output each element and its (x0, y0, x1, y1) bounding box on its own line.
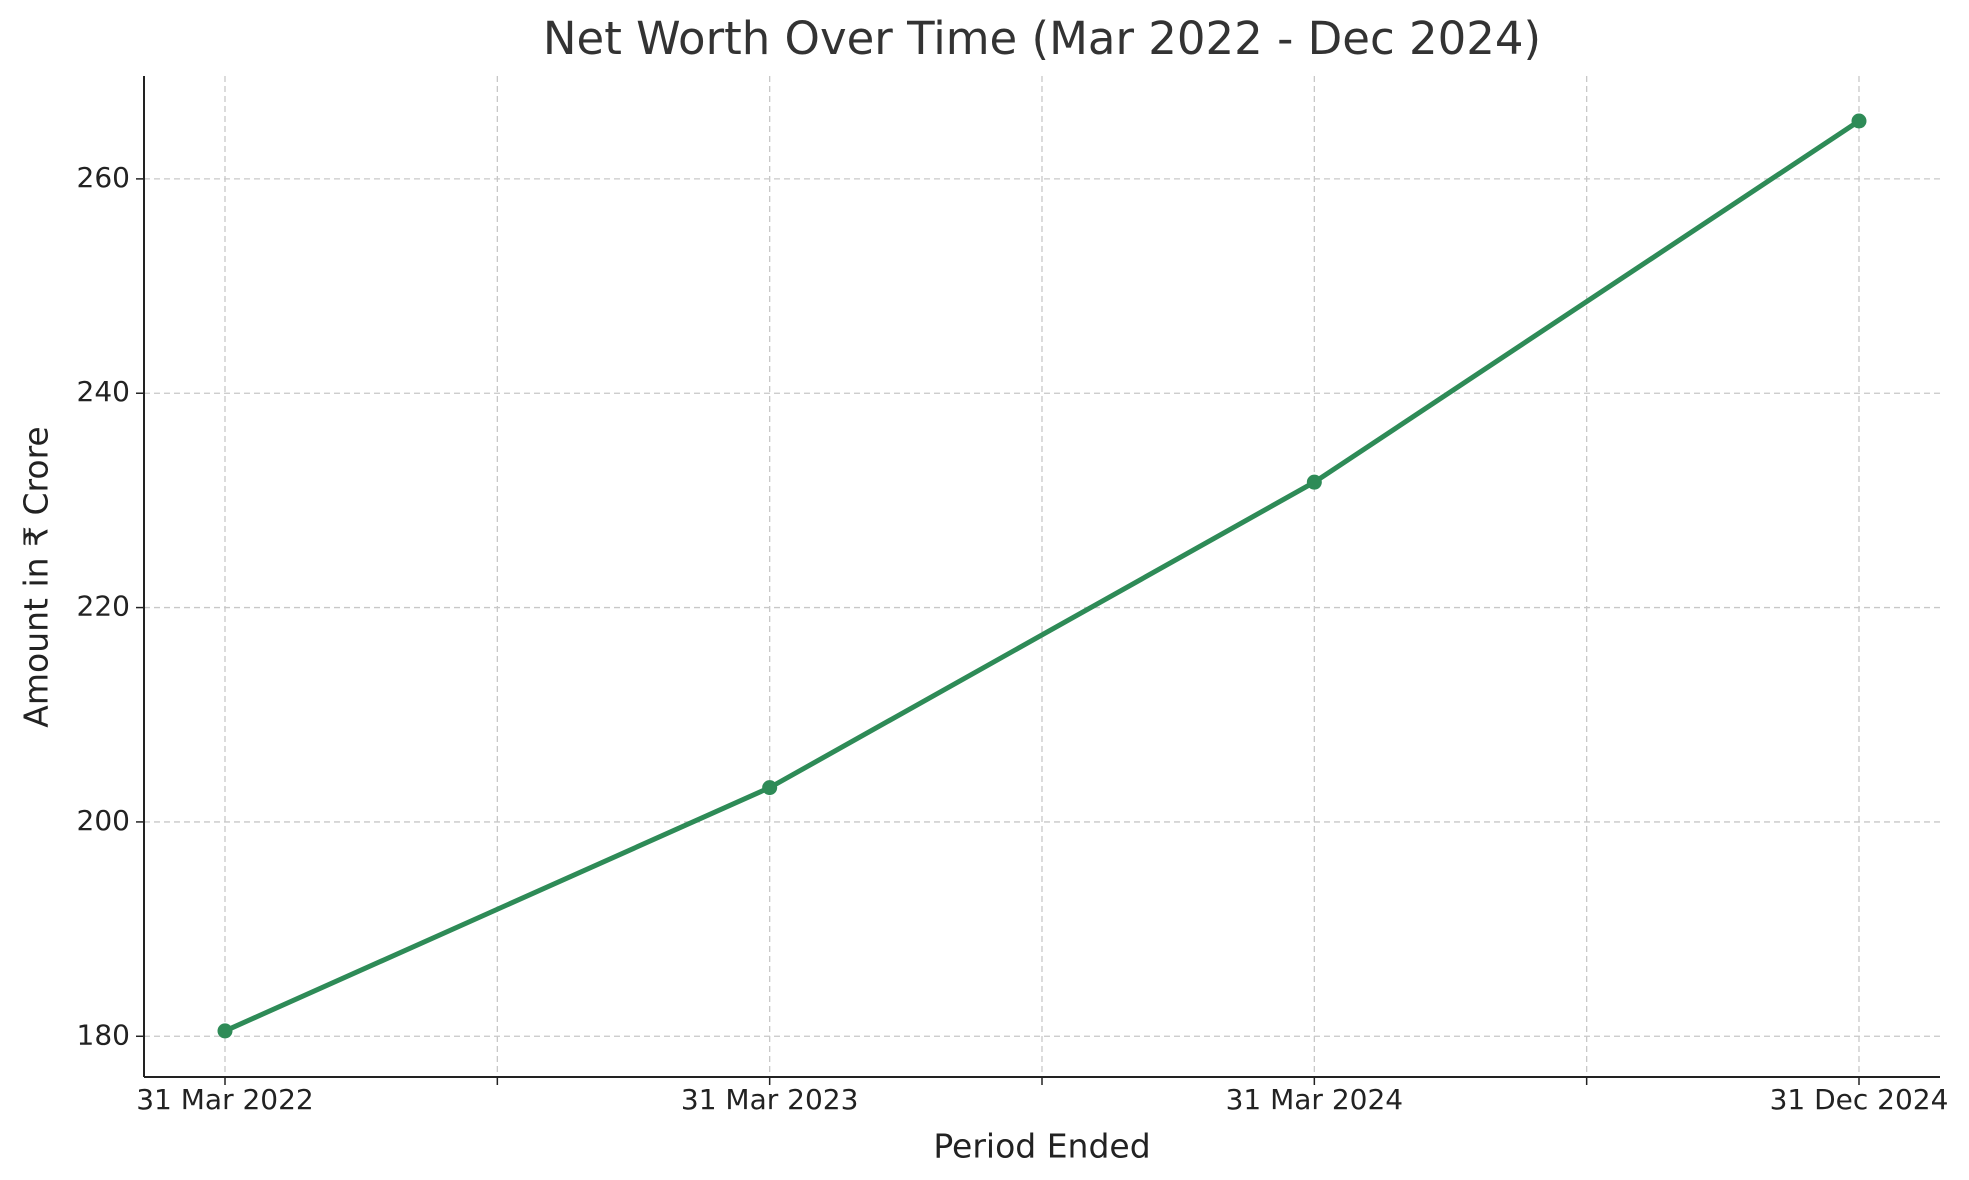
y-tick-label: 200 (77, 804, 130, 837)
chart-title: Net Worth Over Time (Mar 2022 - Dec 2024… (543, 12, 1541, 65)
x-tick-label: 31 Mar 2022 (136, 1083, 314, 1116)
point (762, 780, 778, 796)
y-axis-label: Amount in ₹ Crore (17, 426, 56, 727)
line (223, 118, 1861, 1034)
y-tick-label: 220 (77, 590, 130, 623)
x-tick-label: 31 Mar 2024 (1226, 1083, 1404, 1116)
point (217, 1023, 233, 1039)
point (1306, 474, 1322, 490)
y-tick-label: 260 (77, 161, 130, 194)
y-tick-label: 180 (77, 1018, 130, 1051)
y-tick-label: 240 (77, 375, 130, 408)
point (1851, 113, 1867, 129)
x-axis-label: Period Ended (933, 1127, 1150, 1166)
x-tick-label: 31 Dec 2024 (1770, 1083, 1949, 1116)
x-tick-label: 31 Mar 2023 (681, 1083, 859, 1116)
